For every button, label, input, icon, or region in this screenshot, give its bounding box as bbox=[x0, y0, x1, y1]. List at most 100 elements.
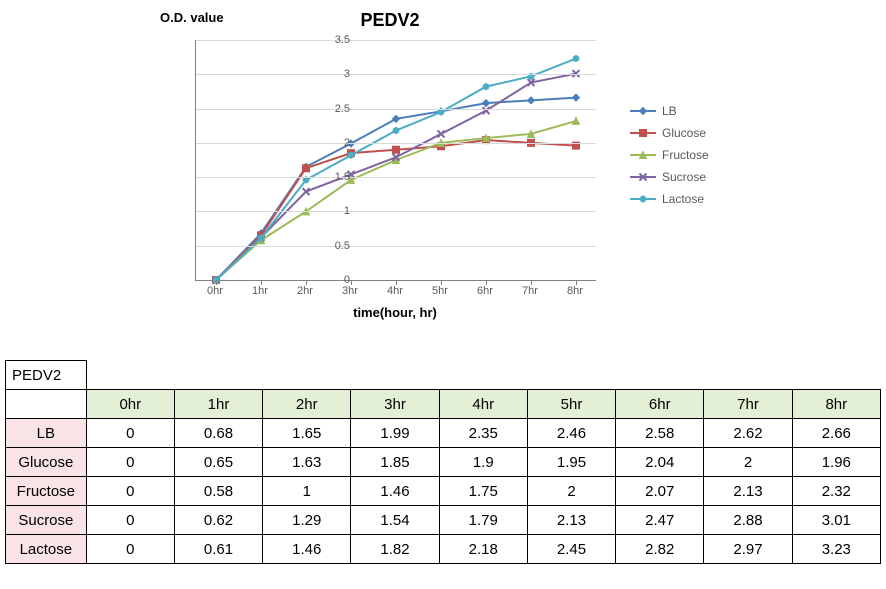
x-tick-label: 5hr bbox=[432, 285, 448, 297]
legend-swatch bbox=[630, 176, 656, 178]
legend-item-lb: LB bbox=[630, 100, 709, 122]
x-tick-label: 4hr bbox=[387, 285, 403, 297]
table-header-row: 0hr1hr2hr3hr4hr5hr6hr7hr8hr bbox=[6, 390, 881, 419]
table-col-header: 2hr bbox=[263, 390, 351, 419]
x-tick-label: 7hr bbox=[522, 285, 538, 297]
x-tick-label: 1hr bbox=[252, 285, 268, 297]
pedv2-line-chart: O.D. value PEDV2 time(hour, hr) LBGlucos… bbox=[160, 10, 720, 330]
table-cell: 1 bbox=[263, 477, 351, 506]
legend-label: Glucose bbox=[662, 122, 706, 144]
data-table: PEDV2 0hr1hr2hr3hr4hr5hr6hr7hr8hrLB00.68… bbox=[5, 360, 881, 564]
series-marker bbox=[528, 97, 535, 104]
table-col-header: 8hr bbox=[792, 390, 880, 419]
table-row-header: Sucrose bbox=[6, 506, 87, 535]
table-row-header: Glucose bbox=[6, 448, 87, 477]
legend-swatch bbox=[630, 198, 656, 200]
y-tick-label: 3 bbox=[320, 68, 350, 80]
y-tick-label: 1.5 bbox=[320, 171, 350, 183]
table-cell: 2.88 bbox=[704, 506, 792, 535]
data-table-wrap: PEDV2 0hr1hr2hr3hr4hr5hr6hr7hr8hrLB00.68… bbox=[5, 360, 881, 564]
legend: LBGlucoseFructoseSucroseLactose bbox=[630, 100, 709, 210]
table-corner-cell: PEDV2 bbox=[6, 361, 87, 390]
table-cell: 2.58 bbox=[616, 419, 704, 448]
table-cell: 1.75 bbox=[439, 477, 527, 506]
legend-item-fructose: Fructose bbox=[630, 144, 709, 166]
table-cell: 2.13 bbox=[527, 506, 615, 535]
x-tick-label: 8hr bbox=[567, 285, 583, 297]
table-cell: 2.46 bbox=[527, 419, 615, 448]
chart-svg bbox=[196, 40, 596, 280]
table-cell: 1.29 bbox=[263, 506, 351, 535]
table-cell: 0 bbox=[86, 419, 174, 448]
table-row: Sucrose00.621.291.541.792.132.472.883.01 bbox=[6, 506, 881, 535]
legend-label: Fructose bbox=[662, 144, 709, 166]
table-cell: 1.9 bbox=[439, 448, 527, 477]
table-cell: 2.45 bbox=[527, 535, 615, 564]
table-cell: 2.82 bbox=[616, 535, 704, 564]
table-cell: 2.62 bbox=[704, 419, 792, 448]
table-blank bbox=[86, 361, 880, 390]
legend-item-sucrose: Sucrose bbox=[630, 166, 709, 188]
table-cell: 0.68 bbox=[174, 419, 262, 448]
series-marker bbox=[573, 94, 580, 101]
table-col-header: 0hr bbox=[86, 390, 174, 419]
y-tick-label: 2 bbox=[320, 137, 350, 149]
table-cell: 1.82 bbox=[351, 535, 439, 564]
series-marker bbox=[438, 130, 445, 137]
table-cell: 2.13 bbox=[704, 477, 792, 506]
y-tick-label: 3.5 bbox=[320, 34, 350, 46]
x-axis-title: time(hour, hr) bbox=[195, 305, 595, 320]
series-marker bbox=[303, 165, 310, 172]
legend-swatch bbox=[630, 154, 656, 156]
table-col-header: 5hr bbox=[527, 390, 615, 419]
page: O.D. value PEDV2 time(hour, hr) LBGlucos… bbox=[0, 0, 886, 589]
table-cell: 0.58 bbox=[174, 477, 262, 506]
table-cell: 1.85 bbox=[351, 448, 439, 477]
table-row: Lactose00.611.461.822.182.452.822.973.23 bbox=[6, 535, 881, 564]
table-cell: 2.97 bbox=[704, 535, 792, 564]
y-tick-label: 0.5 bbox=[320, 240, 350, 252]
series-marker bbox=[483, 100, 490, 107]
gridline bbox=[196, 143, 596, 144]
table-cell: 3.01 bbox=[792, 506, 880, 535]
gridline bbox=[196, 109, 596, 110]
table-cell: 0 bbox=[86, 535, 174, 564]
x-tick-label: 0hr bbox=[207, 285, 223, 297]
legend-label: LB bbox=[662, 100, 677, 122]
legend-item-glucose: Glucose bbox=[630, 122, 709, 144]
legend-swatch bbox=[630, 110, 656, 112]
legend-label: Sucrose bbox=[662, 166, 706, 188]
table-cell: 1.95 bbox=[527, 448, 615, 477]
gridline bbox=[196, 211, 596, 212]
chart-title: PEDV2 bbox=[160, 10, 620, 31]
table-cell: 1.79 bbox=[439, 506, 527, 535]
table-col-header: 1hr bbox=[174, 390, 262, 419]
table-cell: 0 bbox=[86, 448, 174, 477]
table-cell: 2 bbox=[704, 448, 792, 477]
table-col-header: 3hr bbox=[351, 390, 439, 419]
table-cell: 0 bbox=[86, 506, 174, 535]
y-tick-label: 2.5 bbox=[320, 103, 350, 115]
series-line-fructose bbox=[216, 121, 576, 280]
table-cell: 2.66 bbox=[792, 419, 880, 448]
table-row: Glucose00.651.631.851.91.952.0421.96 bbox=[6, 448, 881, 477]
table-cell: 1.46 bbox=[263, 535, 351, 564]
table-cell: 1.46 bbox=[351, 477, 439, 506]
table-row-header: LB bbox=[6, 419, 87, 448]
table-cell: 1.99 bbox=[351, 419, 439, 448]
table-cell: 2.35 bbox=[439, 419, 527, 448]
table-row-header: Fructose bbox=[6, 477, 87, 506]
series-marker bbox=[573, 55, 580, 62]
gridline bbox=[196, 40, 596, 41]
table-cell: 2.32 bbox=[792, 477, 880, 506]
table-cell: 3.23 bbox=[792, 535, 880, 564]
table-toprow: PEDV2 bbox=[6, 361, 881, 390]
x-tick-label: 2hr bbox=[297, 285, 313, 297]
series-marker bbox=[393, 146, 400, 153]
table-cell: 1.63 bbox=[263, 448, 351, 477]
table-row-header: Lactose bbox=[6, 535, 87, 564]
table-cell: 2.04 bbox=[616, 448, 704, 477]
series-marker bbox=[483, 83, 490, 90]
table-cell: 0.65 bbox=[174, 448, 262, 477]
gridline bbox=[196, 177, 596, 178]
